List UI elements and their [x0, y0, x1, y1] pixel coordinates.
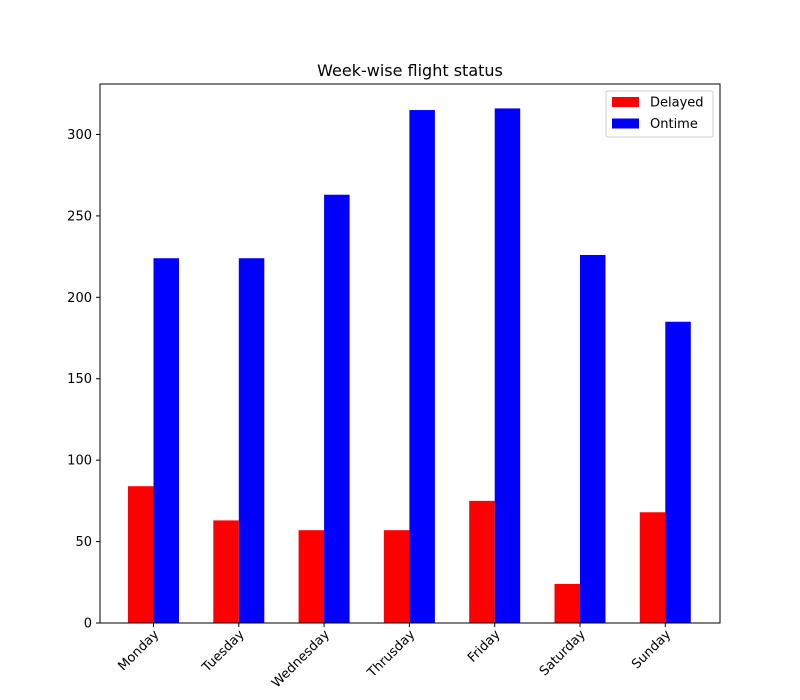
legend-label-ontime: Ontime: [650, 117, 698, 132]
y-tick-label: 50: [75, 535, 92, 550]
legend: Delayed Ontime: [605, 90, 714, 138]
x-tick-label: Sunday: [629, 627, 674, 672]
y-tick-label: 300: [67, 128, 92, 143]
bar-delayed-monday: [128, 486, 154, 623]
y-tick-label: 200: [67, 291, 92, 306]
y-tick-label: 250: [67, 209, 92, 224]
y-tick-label: 100: [67, 454, 92, 469]
bar-ontime-sunday: [665, 321, 691, 623]
chart-title: Week-wise flight status: [317, 61, 503, 80]
y-tick-label: 150: [67, 372, 92, 387]
bar-ontime-saturday: [580, 254, 606, 623]
x-tick-label: Tuesday: [199, 627, 248, 676]
legend-swatch-delayed: [612, 97, 639, 107]
bar-ontime-thrusday: [409, 110, 435, 623]
bar-ontime-friday: [494, 108, 521, 624]
bar-ontime-monday: [153, 258, 179, 623]
y-tick-label: 0: [84, 617, 92, 632]
bar-delayed-wednesday: [298, 530, 325, 623]
x-tick-label: Friday: [465, 627, 504, 666]
bar-delayed-thrusday: [383, 530, 410, 623]
legend-label-delayed: Delayed: [650, 96, 704, 111]
x-tick-label: Monday: [115, 627, 162, 674]
bar-ontime-wednesday: [324, 194, 350, 623]
x-tick-label: Saturday: [537, 627, 589, 679]
y-axis: 0 50 100 150 200 250 300: [67, 128, 100, 632]
x-tick-label: Wednesday: [269, 627, 333, 691]
bar-delayed-friday: [469, 500, 495, 623]
legend-swatch-ontime: [612, 118, 639, 129]
bar-ontime-tuesday: [238, 258, 265, 623]
plot-frame: [99, 83, 721, 624]
x-axis: Monday Tuesday Wednesday Thrusday Friday Satu…: [115, 623, 674, 691]
bar-delayed-sunday: [639, 512, 666, 623]
bars-group: [128, 108, 691, 624]
bar-delayed-saturday: [554, 583, 580, 623]
bar-delayed-tuesday: [213, 520, 239, 623]
x-tick-label: Thrusday: [364, 627, 418, 681]
